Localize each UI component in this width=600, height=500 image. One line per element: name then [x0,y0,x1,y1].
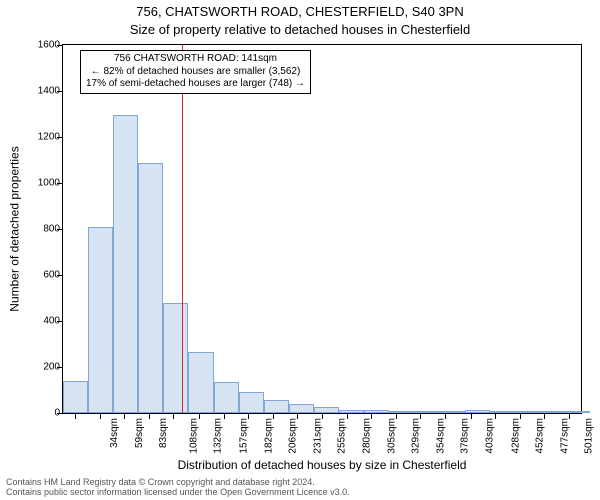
x-tick-label: 34sqm [109,418,120,448]
y-tick-mark [57,321,62,322]
x-tick-label: 428sqm [510,418,521,454]
footer-line2: Contains public sector information licen… [6,488,350,498]
chart-title-line2: Size of property relative to detached ho… [0,22,600,37]
histogram-bar [163,303,188,413]
plot-area [62,44,582,414]
x-tick-mark [471,414,472,419]
x-tick-label: 280sqm [362,418,373,454]
x-tick-mark [100,414,101,419]
x-tick-mark [273,414,274,419]
histogram-bar [188,352,213,413]
annotation-line2: ← 82% of detached houses are smaller (3,… [86,66,305,79]
y-tick-mark [57,229,62,230]
x-tick-label: 477sqm [559,418,570,454]
x-tick-mark [124,414,125,419]
x-tick-mark [396,414,397,419]
histogram-bar [289,404,314,413]
histogram-bar [239,392,264,413]
x-tick-label: 305sqm [387,418,398,454]
x-tick-mark [347,414,348,419]
histogram-bar [138,163,163,413]
annotation-line3: 17% of semi-detached houses are larger (… [86,78,305,91]
y-axis-label-wrap: Number of detached properties [8,44,22,414]
x-tick-label: 378sqm [460,418,471,454]
histogram-bar [565,411,590,413]
x-tick-label: 59sqm [134,418,145,448]
x-tick-mark [371,414,372,419]
histogram-bar [439,411,464,413]
x-tick-mark [520,414,521,419]
histogram-bar [63,381,88,413]
y-tick-mark [57,413,62,414]
x-tick-mark [420,414,421,419]
y-tick-mark [57,183,62,184]
x-tick-mark [569,414,570,419]
x-tick-label: 182sqm [263,418,274,454]
annotation-line1: 756 CHATSWORTH ROAD: 141sqm [86,53,305,66]
histogram-bar [314,407,339,413]
x-tick-mark [224,414,225,419]
x-tick-label: 452sqm [534,418,545,454]
annotation-box: 756 CHATSWORTH ROAD: 141sqm ← 82% of det… [80,50,311,94]
histogram-bar [88,227,113,413]
x-tick-label: 403sqm [485,418,496,454]
x-tick-mark [248,414,249,419]
histogram-bar [414,411,439,413]
x-tick-mark [173,414,174,419]
x-tick-label: 501sqm [583,418,594,454]
x-tick-mark [149,414,150,419]
histogram-bar [113,115,138,413]
x-tick-mark [75,414,76,419]
y-tick-mark [57,275,62,276]
x-tick-label: 108sqm [189,418,200,454]
x-tick-label: 83sqm [158,418,169,448]
histogram-bar [515,411,540,413]
x-tick-mark [199,414,200,419]
y-tick-mark [57,367,62,368]
x-axis-label: Distribution of detached houses by size … [62,458,582,472]
y-tick-mark [57,137,62,138]
chart-title-line1: 756, CHATSWORTH ROAD, CHESTERFIELD, S40 … [0,4,600,19]
x-tick-label: 329sqm [411,418,422,454]
histogram-bar [465,410,490,413]
y-tick-mark [57,45,62,46]
x-tick-mark [297,414,298,419]
histogram-bar [490,411,515,413]
histogram-bar [389,411,414,413]
x-tick-label: 206sqm [287,418,298,454]
x-tick-mark [322,414,323,419]
x-tick-label: 132sqm [213,418,224,454]
x-tick-mark [495,414,496,419]
y-tick-mark [57,91,62,92]
histogram-bar [339,410,364,413]
footer-attribution: Contains HM Land Registry data © Crown c… [6,478,350,498]
histogram-bar [264,400,289,413]
x-tick-label: 231sqm [312,418,323,454]
histogram-bar [214,382,239,413]
x-tick-mark [445,414,446,419]
x-tick-label: 157sqm [238,418,249,454]
y-axis-label: Number of detached properties [8,146,22,311]
x-tick-mark [544,414,545,419]
histogram-bar [540,411,565,413]
x-tick-label: 354sqm [436,418,447,454]
histogram-bar [364,410,389,413]
x-tick-label: 255sqm [336,418,347,454]
reference-line [182,45,183,413]
